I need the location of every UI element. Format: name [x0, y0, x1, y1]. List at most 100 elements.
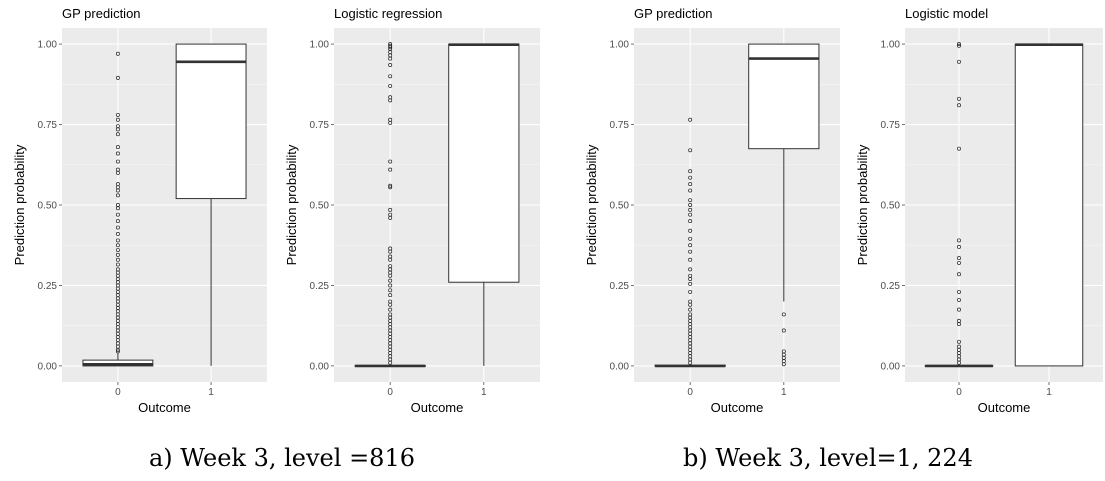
x-tick-label: 0 — [115, 387, 121, 398]
outlier-point — [688, 169, 693, 174]
outlier-point — [688, 212, 693, 217]
y-tick-label: 1.00 — [310, 40, 330, 51]
outlier-point — [115, 132, 120, 137]
outlier-point — [388, 360, 393, 365]
panel-title: Logistic regression — [334, 6, 442, 21]
box-body — [1014, 43, 1084, 367]
x-axis-label: Outcome — [411, 400, 464, 415]
y-axis-label: Prediction probability — [284, 144, 299, 265]
panel-4: 0.00 0.25 0.50 0.75 1.00 0 1 Logistic model Outc… — [855, 6, 1103, 415]
outlier-point — [115, 212, 120, 217]
outlier-point — [688, 182, 693, 187]
outlier-point — [388, 302, 393, 307]
outlier-point — [957, 322, 961, 327]
x-axis-label: Outcome — [711, 400, 764, 415]
caption-b: b) Week 3, level=1, 224 — [683, 444, 973, 472]
outlier-point — [115, 232, 120, 236]
outlier-point — [688, 188, 693, 193]
outlier-point — [388, 167, 393, 172]
outlier-point — [115, 262, 120, 267]
y-axis-label: Prediction probability — [584, 144, 599, 265]
outlier-point — [115, 170, 120, 175]
outlier-point — [388, 183, 393, 188]
outlier-point — [115, 206, 120, 211]
outlier-point — [688, 267, 693, 272]
outlier-point — [115, 127, 120, 132]
outlier-point — [388, 185, 393, 190]
box-body — [175, 43, 247, 200]
outlier-point — [688, 236, 693, 241]
box-1 — [1014, 43, 1084, 367]
outlier-point — [957, 256, 961, 261]
x-tick-label: 1 — [781, 387, 787, 398]
box-0 — [354, 42, 426, 368]
outlier-point — [957, 42, 961, 47]
outlier-point — [957, 307, 961, 312]
outlier-point — [957, 238, 961, 243]
outlier-point — [388, 83, 393, 88]
outlier-point — [388, 293, 393, 298]
outlier-point — [688, 228, 693, 233]
outlier-point — [115, 75, 120, 80]
x-tick-label: 1 — [481, 387, 487, 398]
y-tick-label: 0.25 — [38, 281, 58, 292]
y-axis-label: Prediction probability — [855, 144, 870, 265]
outlier-point — [957, 339, 961, 344]
outlier-point — [688, 175, 693, 180]
outlier-point — [957, 146, 961, 151]
y-tick-label: 0.00 — [38, 361, 58, 372]
box-body — [748, 43, 820, 150]
outlier-point — [388, 278, 393, 283]
outlier-point — [388, 249, 393, 254]
outlier-point — [115, 347, 120, 352]
x-tick-label: 1 — [208, 387, 214, 398]
outlier-point — [688, 203, 693, 207]
x-axis-label: Outcome — [978, 400, 1031, 415]
outlier-point — [688, 289, 693, 294]
y-tick-label: 0.50 — [38, 201, 58, 212]
outlier-point — [115, 248, 120, 253]
outlier-point — [388, 74, 393, 79]
y-tick-label: 0.25 — [881, 281, 901, 292]
outlier-point — [388, 283, 393, 288]
outlier-point — [115, 219, 120, 224]
outlier-point — [957, 272, 961, 277]
y-tick-label: 0.75 — [310, 120, 330, 131]
y-tick-label: 0.25 — [610, 281, 630, 292]
caption-a: a) Week 3, level =816 — [149, 444, 415, 472]
outlier-point — [115, 257, 120, 262]
box-1 — [748, 43, 820, 367]
box-0 — [924, 42, 994, 368]
panels: 0.00 0.25 0.50 0.75 1.00 0 1 GP prediction Outco… — [12, 6, 1103, 415]
panel-3: 0.00 0.25 0.50 0.75 1.00 0 1 GP prediction Outco… — [584, 6, 840, 415]
outlier-point — [115, 238, 120, 243]
outlier-point — [688, 257, 693, 262]
outlier-point — [388, 257, 393, 262]
outlier-point — [957, 244, 961, 249]
panel-title: GP prediction — [62, 6, 141, 21]
y-tick-label: 0.50 — [881, 201, 901, 212]
panel-title: GP prediction — [634, 6, 713, 21]
outlier-point — [957, 297, 961, 302]
y-tick-label: 0.75 — [881, 120, 901, 131]
x-tick-label: 1 — [1046, 387, 1052, 398]
outlier-point — [388, 159, 393, 164]
y-tick-label: 0.00 — [310, 361, 330, 372]
outlier-point — [688, 249, 693, 254]
outlier-point — [957, 103, 961, 108]
outlier-point — [388, 45, 393, 50]
outlier-point — [115, 225, 120, 230]
x-tick-label: 0 — [387, 387, 393, 398]
outlier-point — [688, 302, 693, 307]
box-1 — [448, 43, 520, 366]
outlier-point — [957, 360, 961, 365]
outlier-point — [115, 193, 120, 198]
x-tick-label: 0 — [956, 387, 962, 398]
outlier-point — [388, 288, 393, 293]
outlier-point — [688, 207, 693, 212]
box-1 — [175, 43, 247, 366]
outlier-point — [388, 63, 393, 67]
y-tick-label: 0.25 — [310, 281, 330, 292]
outlier-point — [388, 307, 393, 312]
